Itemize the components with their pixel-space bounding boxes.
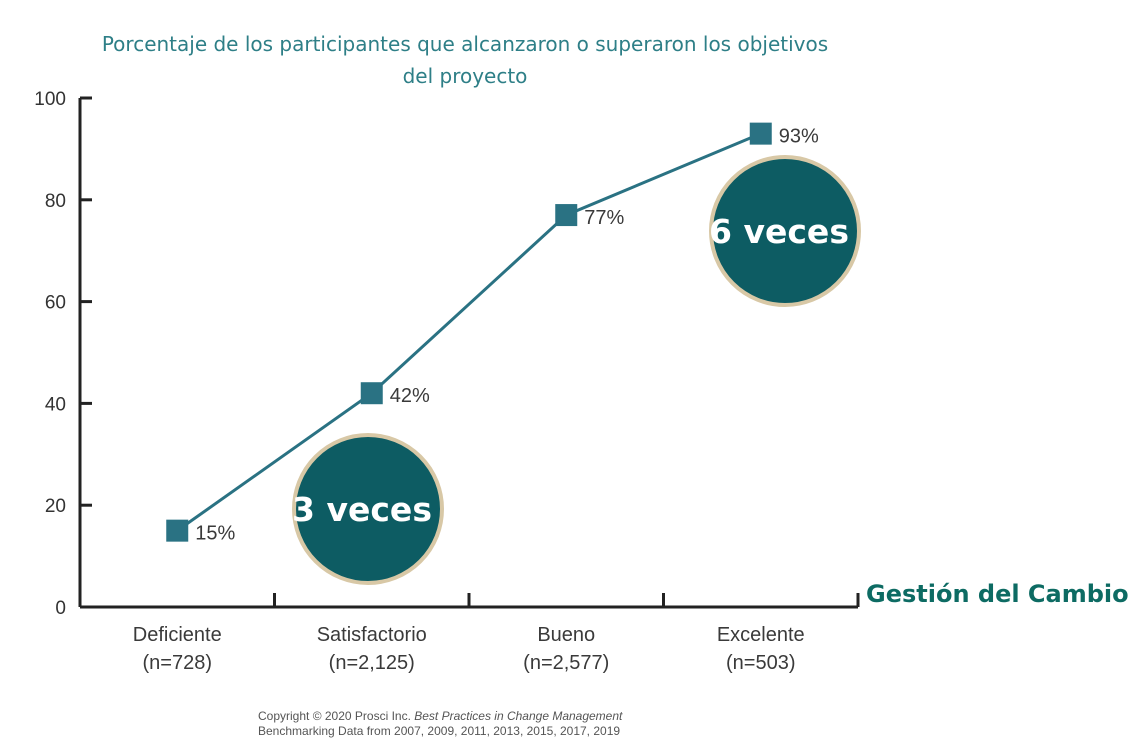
chart-title-line-1: Porcentaje de los participantes que alca… bbox=[101, 32, 829, 56]
chart-title-line-2: del proyecto bbox=[402, 64, 528, 88]
annotation-label: 3 veces bbox=[292, 490, 432, 529]
x-tick-count: (n=2,577) bbox=[523, 652, 609, 674]
data-label: 42% bbox=[390, 385, 430, 407]
y-tick-label: 60 bbox=[45, 293, 66, 314]
data-point bbox=[555, 204, 578, 227]
series-line bbox=[176, 132, 762, 532]
y-tick-label: 40 bbox=[45, 394, 66, 415]
x-tick-count: (n=503) bbox=[726, 652, 796, 674]
data-label: 15% bbox=[195, 523, 235, 545]
annotation-circle bbox=[292, 433, 444, 585]
y-tick-label: 0 bbox=[55, 598, 66, 619]
copyright-footer: Copyright © 2020 Prosci Inc. Best Practi… bbox=[258, 709, 622, 739]
data-point bbox=[360, 382, 383, 405]
annotation-label: 6 veces bbox=[709, 212, 849, 251]
x-tick-label: Excelente bbox=[717, 624, 805, 646]
benchmark-text: Benchmarking Data from 2007, 2009, 2011,… bbox=[258, 724, 621, 738]
publication-title: Best Practices in Change Management bbox=[414, 709, 623, 723]
x-tick-label: Deficiente bbox=[133, 624, 222, 646]
data-label: 93% bbox=[779, 126, 819, 148]
data-label: 77% bbox=[584, 207, 624, 229]
y-tick-label: 100 bbox=[34, 89, 66, 110]
x-axis-title: Gestión del Cambio bbox=[866, 580, 1129, 608]
data-point bbox=[166, 519, 189, 542]
x-tick-label: Satisfactorio bbox=[317, 624, 427, 646]
annotation-circle bbox=[709, 155, 861, 307]
x-tick-count: (n=728) bbox=[143, 652, 213, 674]
chart-title: Porcentaje de los participantes que alca… bbox=[40, 28, 890, 92]
y-tick-label: 20 bbox=[45, 496, 66, 517]
copyright-text: Copyright © 2020 Prosci Inc. bbox=[258, 709, 415, 723]
x-tick-count: (n=2,125) bbox=[329, 652, 415, 674]
data-point bbox=[749, 122, 772, 145]
y-tick-label: 80 bbox=[45, 191, 66, 212]
x-tick-label: Bueno bbox=[537, 624, 595, 646]
